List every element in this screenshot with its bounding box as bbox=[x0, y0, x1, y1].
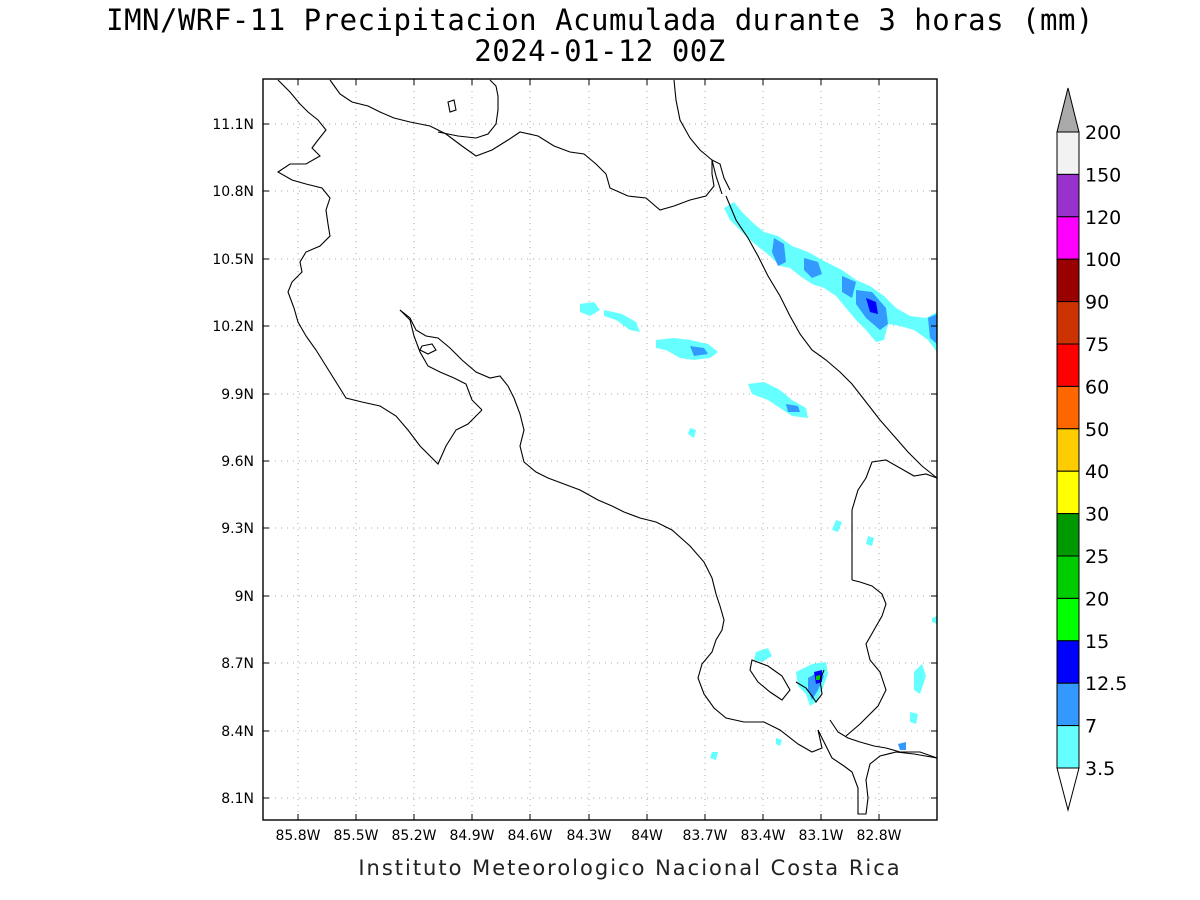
colorbar-top-arrow bbox=[1056, 87, 1080, 133]
lat-tick-label: 9.9N bbox=[221, 387, 254, 403]
colorbar-segment bbox=[1056, 597, 1080, 642]
colorbar-label: 60 bbox=[1085, 376, 1109, 398]
lon-tick-label: 82.8W bbox=[856, 828, 901, 844]
lat-tick-label: 9.3N bbox=[221, 521, 254, 537]
colorbar-segment bbox=[1056, 301, 1080, 345]
axis-ticks bbox=[263, 79, 937, 820]
colorbar-segment bbox=[1056, 343, 1080, 387]
lat-tick-label: 8.7N bbox=[221, 656, 254, 672]
colorbar-label: 12.5 bbox=[1085, 673, 1127, 695]
colorbar-segment bbox=[1056, 216, 1080, 260]
map-subtitle: 2024-01-12 00Z bbox=[474, 34, 726, 68]
lat-tick-label: 9N bbox=[235, 589, 254, 605]
coastlines bbox=[276, 79, 938, 815]
colorbar-segment bbox=[1056, 682, 1080, 727]
lon-tick-label: 83.7W bbox=[682, 828, 727, 844]
lon-tick-label: 84W bbox=[631, 828, 663, 844]
colorbar-label: 200 bbox=[1085, 122, 1121, 144]
credit-text: Instituto Meteorologico Nacional Costa R… bbox=[358, 856, 902, 880]
colorbar-segment bbox=[1056, 470, 1080, 515]
colorbar-segment bbox=[1056, 385, 1080, 430]
colorbar-label: 50 bbox=[1085, 419, 1109, 441]
colorbar-label: 90 bbox=[1085, 292, 1109, 314]
colorbar-label: 100 bbox=[1085, 249, 1121, 271]
lat-tick-label: 10.2N bbox=[212, 319, 254, 335]
colorbar-label: 25 bbox=[1085, 546, 1109, 568]
colorbar-bottom-arrow bbox=[1056, 767, 1080, 812]
colorbar-segment bbox=[1056, 640, 1080, 684]
lon-tick-label: 83.1W bbox=[798, 828, 843, 844]
lat-tick-label: 11.1N bbox=[212, 117, 254, 133]
colorbar-label: 3.5 bbox=[1085, 758, 1115, 780]
lat-tick-label: 8.1N bbox=[221, 791, 254, 807]
colorbar-label: 20 bbox=[1085, 588, 1109, 610]
lat-tick-label: 10.8N bbox=[212, 184, 254, 200]
colorbar-label: 40 bbox=[1085, 461, 1109, 483]
lon-tick-label: 83.4W bbox=[740, 828, 785, 844]
lon-tick-label: 84.6W bbox=[507, 828, 552, 844]
lat-tick-label: 8.4N bbox=[221, 724, 254, 740]
colorbar-label: 15 bbox=[1085, 631, 1109, 653]
colorbar-label: 75 bbox=[1085, 334, 1109, 356]
colorbar-label: 7 bbox=[1085, 716, 1097, 738]
lon-tick-label: 85.5W bbox=[333, 828, 378, 844]
lon-tick-label: 84.3W bbox=[566, 828, 611, 844]
lat-tick-label: 9.6N bbox=[221, 454, 254, 470]
colorbar: 200 150 120 100 90 75 60 50 40 30 25 20 15 12.5 7 3.5 bbox=[1056, 87, 1127, 812]
colorbar-segment bbox=[1056, 173, 1080, 218]
lon-tick-label: 85.8W bbox=[275, 828, 320, 844]
colorbar-segment bbox=[1056, 428, 1080, 472]
colorbar-segment bbox=[1056, 725, 1080, 769]
map-frame bbox=[262, 78, 938, 821]
lon-tick-label: 84.9W bbox=[449, 828, 494, 844]
map-title: IMN/WRF-11 Precipitacion Acumulada duran… bbox=[106, 3, 1094, 37]
axis-tick-labels: 85.8W 85.5W 85.2W 84.9W 84.6W 84.3W 84W 83.7W 83… bbox=[212, 117, 901, 844]
colorbar-label: 150 bbox=[1085, 164, 1121, 186]
colorbar-segment bbox=[1056, 131, 1080, 175]
map-gridlines bbox=[263, 79, 937, 820]
colorbar-label: 30 bbox=[1085, 504, 1109, 526]
lat-tick-label: 10.5N bbox=[212, 252, 254, 268]
lon-tick-label: 85.2W bbox=[391, 828, 436, 844]
colorbar-label: 120 bbox=[1085, 207, 1121, 229]
colorbar-segment bbox=[1056, 258, 1080, 303]
colorbar-segment bbox=[1056, 555, 1080, 599]
colorbar-segment bbox=[1056, 513, 1080, 557]
precipitation-fill bbox=[580, 202, 937, 760]
